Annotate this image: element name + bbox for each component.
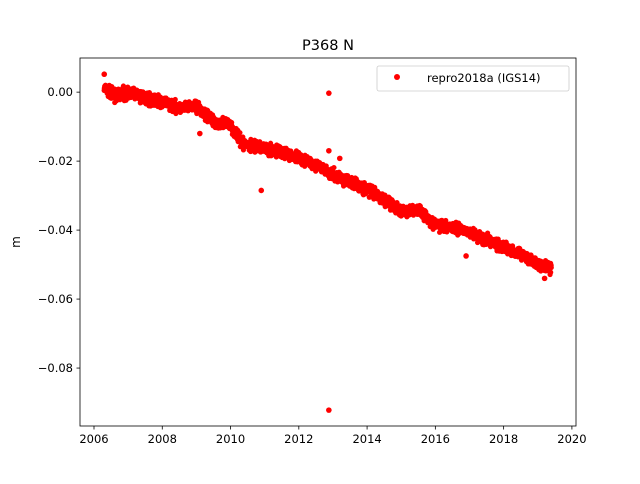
y-tick-label: −0.02: [38, 154, 73, 168]
data-point: [237, 130, 243, 136]
x-tick-label: 2006: [79, 432, 108, 446]
data-point-outlier: [326, 90, 332, 96]
legend-marker: [394, 74, 400, 80]
data-point-outlier: [463, 253, 469, 259]
data-point-outlier: [258, 187, 265, 194]
chart-title: P368 N: [302, 38, 354, 54]
data-point-outlier: [197, 130, 203, 137]
data-point-outlier: [541, 275, 548, 282]
y-tick-label: −0.06: [38, 292, 73, 306]
x-axis: 2006 2008 2010 2012 2014 2016 2018 2020: [79, 426, 587, 446]
data-points: [101, 71, 554, 413]
y-tick-label: 0.00: [47, 85, 73, 99]
x-tick-label: 2014: [352, 432, 381, 446]
y-axis: 0.00 −0.02 −0.04 −0.06 −0.08: [38, 85, 80, 375]
data-point: [331, 164, 337, 171]
legend: repro2018a (IGS14): [376, 65, 570, 92]
x-tick-label: 2016: [421, 432, 450, 446]
y-tick-label: −0.08: [38, 361, 73, 375]
data-point: [548, 269, 554, 275]
data-point-outlier: [101, 71, 108, 78]
data-point-outlier: [336, 155, 343, 162]
legend-box: [376, 65, 570, 92]
data-point: [548, 264, 554, 271]
data-point-outlier: [326, 407, 332, 413]
y-tick-label: −0.04: [38, 223, 73, 237]
legend-label: repro2018a (IGS14): [427, 71, 541, 85]
y-axis-label: m: [9, 236, 23, 248]
x-tick-label: 2012: [284, 432, 313, 446]
data-point-outlier: [326, 147, 332, 154]
data-point: [172, 96, 178, 103]
x-tick-label: 2008: [148, 432, 177, 446]
x-tick-label: 2020: [557, 432, 586, 446]
x-tick-label: 2018: [489, 432, 518, 446]
plot-frame: [79, 57, 577, 427]
x-tick-label: 2010: [216, 432, 245, 446]
